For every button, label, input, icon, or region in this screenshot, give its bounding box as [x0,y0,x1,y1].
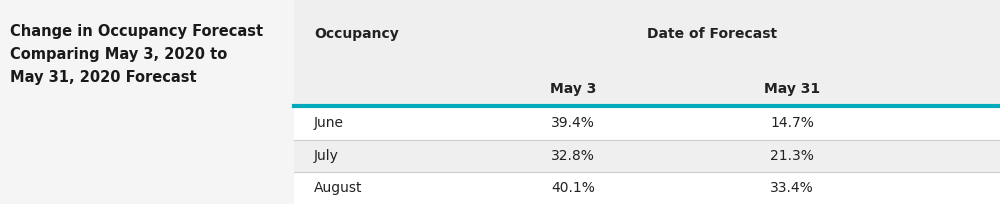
Text: June: June [314,116,344,130]
Text: 40.1%: 40.1% [551,181,595,195]
Text: Change in Occupancy Forecast
Comparing May 3, 2020 to
May 31, 2020 Forecast: Change in Occupancy Forecast Comparing M… [10,24,263,85]
Text: 32.8%: 32.8% [551,149,595,163]
Bar [294,172,1000,204]
Text: 33.4%: 33.4% [770,181,814,195]
Text: Occupancy: Occupancy [314,27,399,41]
Text: August: August [314,181,362,195]
Bar [294,106,1000,140]
Text: 39.4%: 39.4% [551,116,595,130]
Text: 14.7%: 14.7% [770,116,814,130]
Bar [294,0,1000,106]
Text: 21.3%: 21.3% [770,149,814,163]
Text: May 31: May 31 [764,82,820,96]
Text: Date of Forecast: Date of Forecast [647,27,777,41]
Text: July: July [314,149,339,163]
Text: May 3: May 3 [550,82,596,96]
Bar [294,140,1000,172]
